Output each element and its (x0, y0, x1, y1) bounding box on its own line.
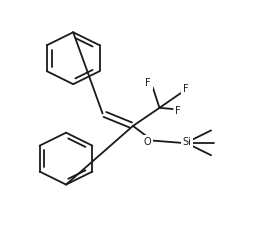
Text: F: F (175, 106, 181, 116)
Text: F: F (145, 78, 151, 88)
Text: O: O (143, 137, 151, 147)
Text: F: F (183, 84, 189, 94)
Text: Si: Si (182, 137, 191, 147)
